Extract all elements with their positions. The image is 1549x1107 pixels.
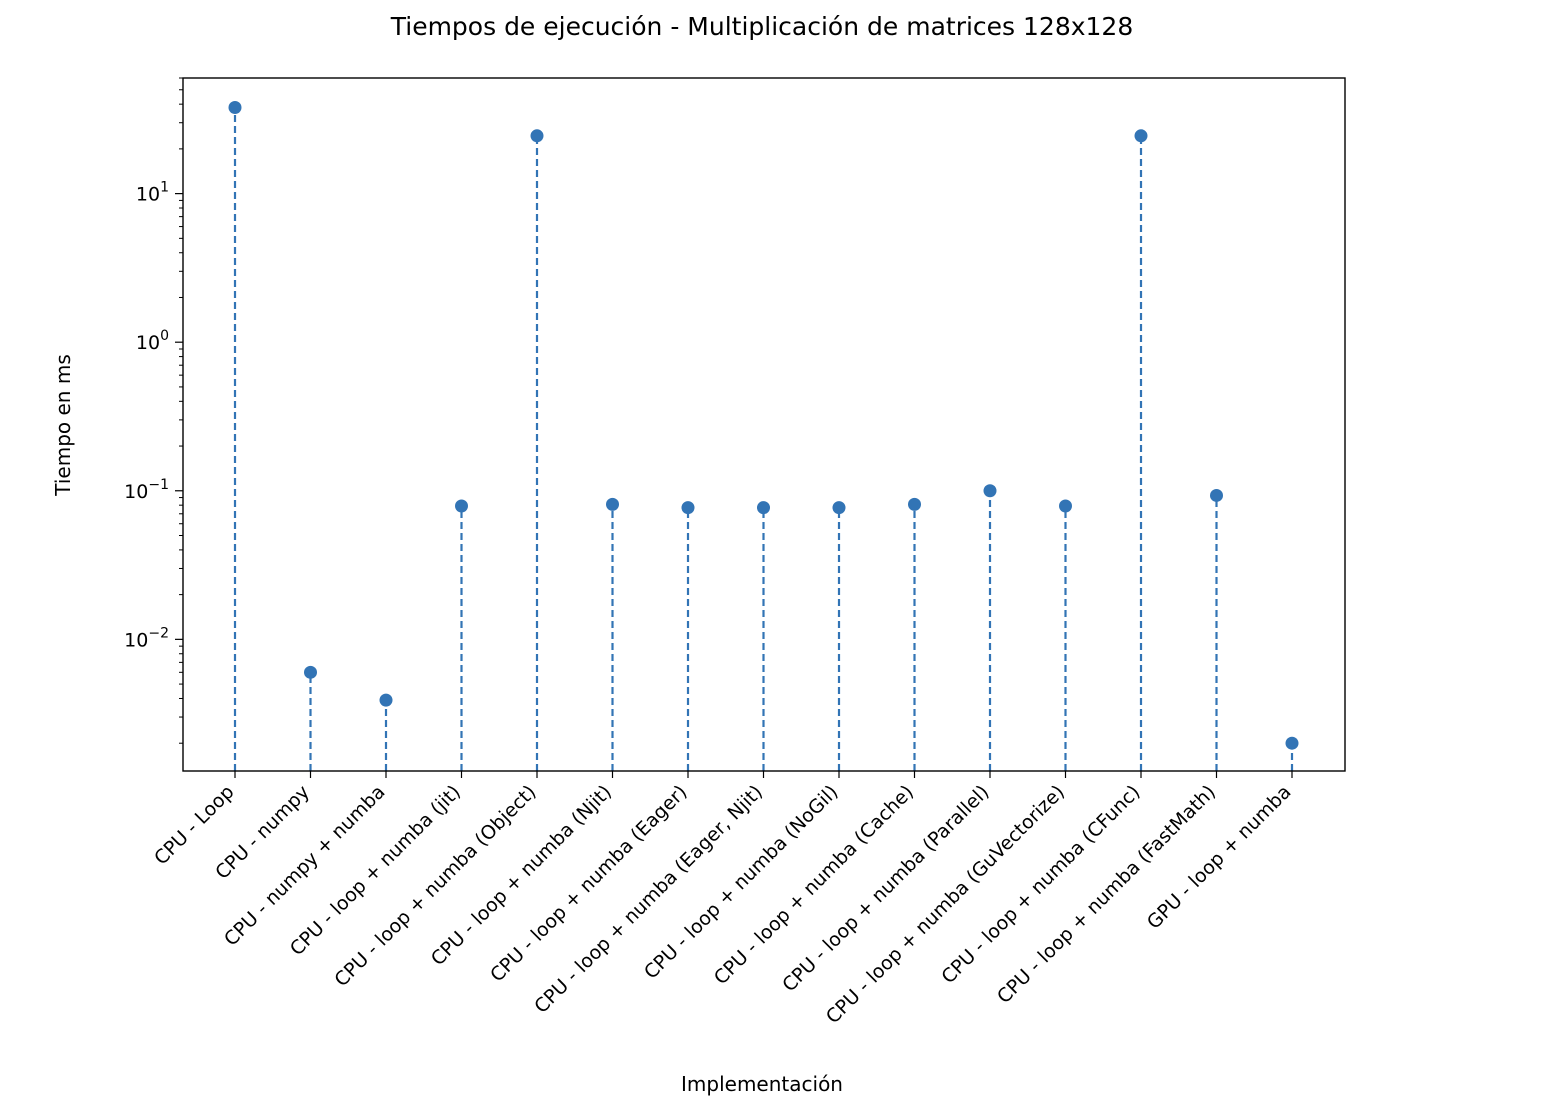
stem-marker [832, 501, 846, 515]
x-axis-label: Implementación [681, 1072, 843, 1096]
stem-marker [908, 497, 921, 511]
stem-marker [606, 497, 619, 511]
stem-marker [1134, 129, 1148, 143]
y-tick-label: 10−1 [124, 477, 169, 503]
y-tick-label: 10−2 [124, 625, 169, 651]
stem-marker [1059, 499, 1072, 513]
stem-marker [757, 501, 770, 515]
stem-marker [1285, 736, 1299, 750]
y-axis-label: Tiempo en ms [51, 354, 75, 496]
stem-marker [379, 693, 393, 707]
x-tick-label: GPU - loop + numba [1143, 781, 1296, 934]
plot-frame [182, 77, 1346, 772]
chart-title: Tiempos de ejecución - Multiplicación de… [390, 12, 1134, 41]
stem-marker [681, 501, 695, 515]
stem-marker [983, 484, 997, 498]
stem-marker [530, 129, 544, 143]
y-tick-label: 100 [136, 328, 169, 354]
y-tick-label: 101 [136, 180, 169, 206]
stem-marker [1210, 488, 1223, 502]
stem-marker [455, 499, 468, 513]
stem-marker [304, 665, 317, 679]
stem-marker [228, 100, 242, 114]
